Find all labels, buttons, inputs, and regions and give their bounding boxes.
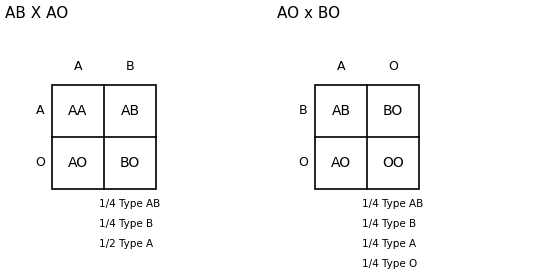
Text: 1/4 Type AB: 1/4 Type AB [99, 199, 160, 209]
Text: 1/4 Type A: 1/4 Type A [362, 239, 416, 249]
Text: O: O [298, 156, 308, 169]
Text: AB X AO: AB X AO [5, 6, 68, 21]
Text: OO: OO [382, 156, 404, 170]
Text: B: B [299, 105, 307, 118]
Text: AO x BO: AO x BO [277, 6, 340, 21]
Text: 1/4 Type B: 1/4 Type B [99, 219, 153, 229]
Text: O: O [35, 156, 45, 169]
Text: 1/4 Type O: 1/4 Type O [362, 259, 417, 269]
Text: A: A [36, 105, 44, 118]
Text: 1/2 Type A: 1/2 Type A [99, 239, 153, 249]
Text: O: O [388, 60, 398, 73]
Bar [52, 85, 156, 189]
Text: AO: AO [331, 156, 351, 170]
Text: BO: BO [383, 104, 403, 118]
Text: 1/4 Type AB: 1/4 Type AB [362, 199, 423, 209]
Text: BO: BO [120, 156, 140, 170]
Text: AB: AB [120, 104, 139, 118]
Text: A: A [74, 60, 82, 73]
Bar [315, 85, 419, 189]
Text: B: B [126, 60, 135, 73]
Text: AB: AB [332, 104, 351, 118]
Text: AA: AA [68, 104, 88, 118]
Text: 1/4 Type B: 1/4 Type B [362, 219, 416, 229]
Text: AO: AO [68, 156, 88, 170]
Text: A: A [337, 60, 345, 73]
